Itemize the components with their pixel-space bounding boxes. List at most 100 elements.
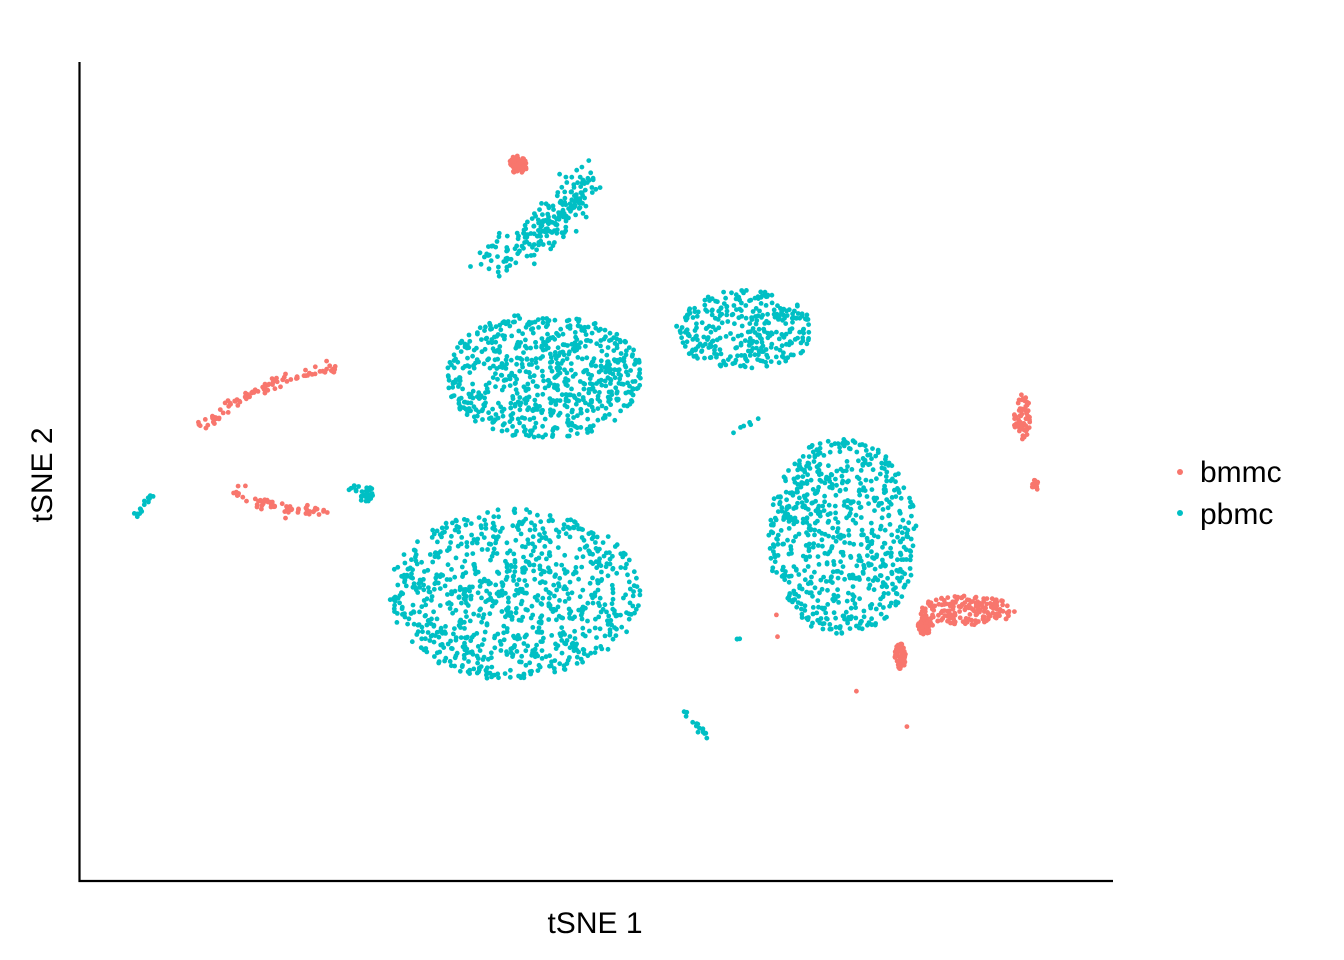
pbmc-point [463,522,469,528]
pbmc-point [817,461,823,467]
pbmc-point [519,361,525,367]
pbmc-point [507,548,513,554]
pbmc-point [570,640,576,646]
pbmc-point [437,603,443,608]
pbmc-point [614,626,619,632]
pbmc-point [540,639,545,644]
pbmc-point [534,247,539,253]
pbmc-point [517,407,523,413]
pbmc-point [432,554,438,560]
pbmc-point [863,448,869,453]
bmmc-point [322,369,328,375]
pbmc-point [573,334,578,340]
pbmc-point [429,594,435,599]
pbmc-point [494,333,500,339]
pbmc-point [773,346,779,351]
pbmc-point [577,594,583,600]
pbmc-point [585,430,590,435]
pbmc-point [612,544,618,549]
pbmc-point [539,336,545,341]
pbmc-point [539,648,545,653]
pbmc-point [594,381,599,386]
pbmc-point [619,624,625,630]
pbmc-point [823,579,829,584]
pbmc-point [512,564,518,570]
pbmc-point [537,563,543,569]
pbmc-point [493,412,499,417]
pbmc-point [795,335,800,341]
pbmc-point [810,611,816,617]
pbmc-point [791,521,797,527]
bmmc-point [235,483,241,489]
pbmc-point [451,352,457,358]
pbmc-point [908,499,913,505]
pbmc-point [523,337,528,343]
pbmc-point [417,585,423,590]
pbmc-point [506,595,511,601]
pbmc-point [795,467,801,473]
pbmc-point [142,498,147,504]
pbmc-point [607,556,613,562]
pbmc-point [573,565,579,570]
pbmc-point [510,424,515,429]
pbmc-point [805,564,811,569]
pbmc-point [447,606,453,611]
pbmc-point [518,601,524,607]
pbmc-point [853,615,859,621]
pbmc-point [435,580,441,586]
bmmc-point [981,614,987,620]
pbmc-point [567,634,573,639]
bmmc-point [321,509,326,514]
pbmc-point [527,374,533,380]
pbmc-point [557,575,563,581]
pbmc-point [523,369,529,375]
pbmc-point [765,335,771,341]
pbmc-point [763,292,769,298]
pbmc-point [554,330,559,336]
pbmc-point [611,357,617,363]
pbmc-point [786,526,792,531]
pbmc-point [525,643,531,649]
pbmc-point [850,499,856,505]
pbmc-point [866,501,871,506]
pbmc-point [907,504,913,510]
bmmc-point [774,612,779,618]
bmmc-point [1027,419,1033,425]
pbmc-point [791,564,797,569]
pbmc-point [508,650,514,656]
pbmc-point [557,661,563,667]
pbmc-point [492,645,498,651]
bmmc-point [288,377,294,382]
pbmc-point [846,532,852,538]
pbmc-point [579,356,585,362]
pbmc-point [572,636,578,641]
pbmc-point [582,195,587,201]
pbmc-point [804,312,810,318]
pbmc-point [524,583,530,588]
pbmc-point [483,526,489,531]
pbmc-point [536,242,542,248]
bmmc-point [959,602,965,607]
pbmc-point [486,340,491,345]
pbmc-point [845,618,850,624]
pbmc-point [746,343,752,348]
pbmc-point [607,338,612,343]
pbmc-point [529,520,534,526]
pbmc-point [840,613,846,619]
pbmc-point [621,381,626,387]
pbmc-point [467,338,473,344]
bmmc-point [957,615,963,621]
pbmc-point [850,575,856,581]
pbmc-point [634,575,639,581]
pbmc-point [462,341,468,347]
pbmc-point [715,299,720,305]
pbmc-point [703,730,709,736]
pbmc-point [864,535,870,541]
pbmc-point [597,556,602,562]
pbmc-point [465,634,470,640]
pbmc-point [559,650,565,656]
bmmc-point [250,389,255,395]
pbmc-point [534,365,540,370]
pbmc-point [565,591,571,597]
pbmc-point [417,609,422,615]
